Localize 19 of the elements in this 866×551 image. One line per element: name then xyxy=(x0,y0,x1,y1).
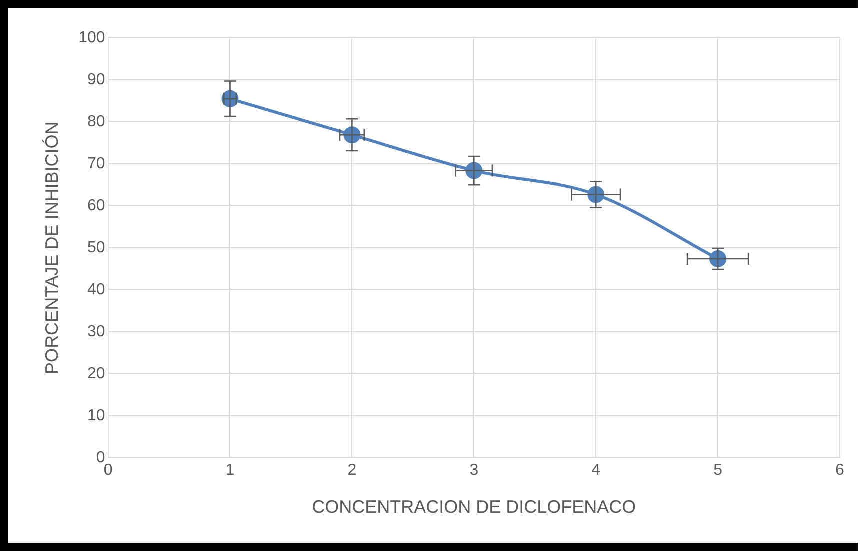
y-tick-label: 30 xyxy=(88,324,106,341)
y-tick-label: 20 xyxy=(88,366,106,383)
y-tick-label: 100 xyxy=(78,29,106,46)
y-tick-label: 50 xyxy=(88,240,106,257)
x-tick-label: 6 xyxy=(836,462,845,480)
x-tick-label: 1 xyxy=(226,462,235,480)
y-tick-label: 0 xyxy=(96,450,106,467)
y-tick-label: 90 xyxy=(88,71,106,88)
x-tick-label: 3 xyxy=(470,462,479,480)
y-tick-label: 70 xyxy=(88,155,106,172)
x-tick-label: 2 xyxy=(348,462,357,480)
y-tick-label: 60 xyxy=(88,197,106,214)
x-axis-title: CONCENTRACION DE DICLOFENACO xyxy=(312,497,636,518)
y-tick-label: 40 xyxy=(88,282,106,299)
x-tick-label: 5 xyxy=(714,462,723,480)
y-axis-title: PORCENTAJE DE INHIBICIÓN xyxy=(42,122,62,374)
y-tick-label: 10 xyxy=(88,408,106,425)
y-tick-label: 80 xyxy=(88,113,106,130)
x-tick-label: 4 xyxy=(592,462,601,480)
